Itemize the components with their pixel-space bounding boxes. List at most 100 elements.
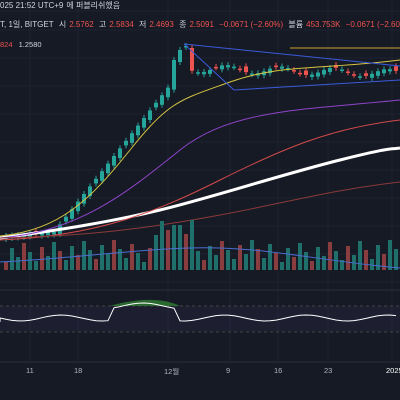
volume-bar <box>202 260 206 270</box>
volume-bar <box>196 251 200 270</box>
volume-bar <box>172 225 176 270</box>
volume-bar <box>244 254 248 270</box>
volume-bar <box>40 247 44 270</box>
candle-body <box>202 71 206 75</box>
candle-body <box>352 74 356 76</box>
chart-timestamp: 025 21:52 UTC+9 에 퍼블리쉬했음 <box>0 1 121 10</box>
candle-body <box>184 46 188 48</box>
candle-body <box>244 66 248 73</box>
trendline-left <box>183 43 235 91</box>
candle-body <box>250 73 254 76</box>
x-tick-label: 23 <box>324 366 333 375</box>
volume-bar <box>136 253 140 270</box>
volume-bar <box>10 248 14 270</box>
price-info-box: 824 1.2580 <box>0 40 42 49</box>
candle-body <box>286 68 290 70</box>
candle-body <box>190 48 194 71</box>
candle-body <box>94 178 98 184</box>
volume-bar <box>148 248 152 270</box>
candle-body <box>334 65 338 68</box>
candle-body <box>40 233 44 236</box>
volume-bar <box>94 259 98 270</box>
volume-bar <box>364 250 368 270</box>
trendline-upper <box>183 43 400 67</box>
volume-bar <box>22 243 26 270</box>
volume-bar <box>226 250 230 270</box>
volume-bar <box>70 246 74 270</box>
candle-body <box>130 133 134 143</box>
volume-bar <box>310 261 314 270</box>
candle-body <box>328 68 332 72</box>
candle-body <box>148 110 152 120</box>
volume-bar <box>160 221 164 270</box>
candle-body <box>346 71 350 73</box>
volume-bar <box>388 240 392 270</box>
rsi-line <box>0 302 397 322</box>
volume-bar <box>280 262 284 270</box>
candle-body <box>178 50 182 62</box>
volume-bar <box>232 259 236 270</box>
volume-bar <box>142 262 146 270</box>
volume-bar <box>328 242 332 270</box>
candle-body <box>106 163 110 174</box>
x-tick-label: 9 <box>226 366 231 375</box>
candle-body <box>118 148 122 158</box>
candle-body <box>340 69 344 71</box>
volume-bar <box>16 257 20 270</box>
candle-body <box>310 74 314 77</box>
volume-bar <box>268 244 272 270</box>
candle-body <box>388 69 392 72</box>
volume-bar <box>34 261 38 270</box>
volume-bar <box>154 235 158 270</box>
volume-bar <box>274 253 278 270</box>
volume-bar <box>58 251 62 270</box>
volume-bar <box>118 249 122 270</box>
candle-body <box>322 69 326 75</box>
candle-body <box>364 73 368 76</box>
volume-bar <box>250 240 254 270</box>
x-tick-label: 18 <box>74 366 83 375</box>
candle-body <box>220 65 224 70</box>
volume-bar <box>358 241 362 270</box>
volume-bar <box>322 256 326 270</box>
volume-bar <box>220 241 224 270</box>
volume-bar <box>178 225 182 270</box>
volume-bar <box>304 252 308 270</box>
candle-body <box>88 186 92 196</box>
candle-body <box>382 69 386 74</box>
ma-line-darkred <box>0 181 400 239</box>
candle-body <box>136 125 140 136</box>
candle-body <box>358 76 362 78</box>
candle-body <box>154 102 158 108</box>
volume-bar <box>340 260 344 270</box>
volume-bar <box>64 260 68 270</box>
candle-body <box>142 118 146 128</box>
candle-body <box>52 232 56 235</box>
candle-body <box>226 65 230 68</box>
volume-bar <box>100 245 104 270</box>
candle-body <box>370 73 374 78</box>
ma-line-white <box>0 146 400 240</box>
volume-bar <box>238 245 242 270</box>
ma-line-purple <box>0 99 400 239</box>
candle-body <box>76 201 80 212</box>
volume-bar <box>190 220 194 270</box>
candle-body <box>304 70 308 75</box>
trendline-lower <box>233 79 400 91</box>
volume-bar <box>52 242 56 270</box>
candle-body <box>298 72 302 75</box>
volume-ma-line <box>0 247 400 269</box>
candle-body <box>238 68 242 71</box>
volume-bar <box>256 249 260 270</box>
candle-body <box>82 194 86 204</box>
volume-bar <box>262 258 266 270</box>
volume-bar <box>106 254 110 270</box>
candle-body <box>376 71 380 76</box>
candle-body <box>166 87 170 98</box>
x-tick-label: 16 <box>274 366 283 375</box>
volume-bar <box>4 262 8 270</box>
volume-bar <box>346 246 350 270</box>
volume-bar <box>370 259 374 270</box>
